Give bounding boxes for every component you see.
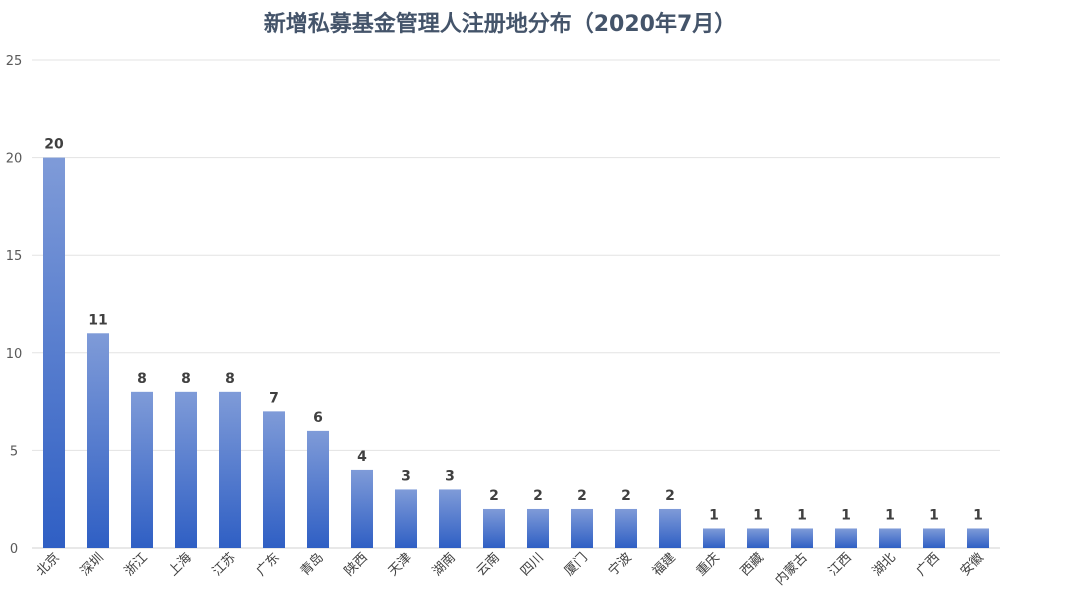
data-label: 1	[885, 507, 895, 523]
x-tick-label: 云南	[473, 550, 503, 580]
data-label: 7	[269, 390, 279, 406]
data-label: 2	[533, 488, 543, 504]
bar	[87, 333, 109, 548]
x-tick-label: 安徽	[958, 550, 987, 579]
bar	[791, 528, 813, 548]
bar	[747, 528, 769, 548]
data-label: 8	[181, 371, 191, 387]
x-tick-label: 陕西	[342, 550, 371, 579]
x-axis-ticks: 北京 深圳 浙江 上海 江苏 广东 青岛 陕西 天津 湖南 云南 四川 厦门 宁波 福建 重庆 西藏 内蒙古 江西湖…	[34, 550, 987, 589]
y-axis-ticks: 0 5 10 15 20 25	[6, 54, 23, 557]
x-tick-label: 北京	[34, 550, 63, 579]
bar	[835, 528, 857, 548]
bar	[659, 508, 681, 548]
bar	[307, 430, 329, 548]
data-label: 2	[577, 488, 587, 504]
data-label: 8	[225, 371, 235, 387]
x-tick-label: 重庆	[693, 550, 723, 580]
y-tick-label: 10	[6, 347, 23, 362]
bar	[439, 489, 461, 548]
bar	[351, 469, 373, 548]
chart-title: 新增私募基金管理人注册地分布（2020年7月）	[263, 12, 737, 37]
x-tick-label: 青岛	[297, 550, 327, 580]
data-label: 11	[88, 312, 107, 328]
bar	[527, 508, 549, 548]
x-tick-label: 福建	[650, 550, 679, 579]
data-label: 3	[445, 468, 455, 484]
data-label: 6	[313, 410, 323, 426]
bar	[175, 391, 197, 548]
bar	[923, 528, 945, 548]
data-label: 2	[665, 488, 675, 504]
x-tick-label: 广西	[914, 550, 943, 579]
bars	[43, 157, 989, 548]
x-tick-label: 江西	[826, 550, 855, 579]
y-tick-label: 15	[6, 249, 23, 264]
x-tick-label: 天津	[386, 550, 415, 579]
x-tick-label: 广东	[254, 550, 283, 579]
data-label: 1	[841, 507, 851, 523]
bar	[967, 528, 989, 548]
bar	[395, 489, 417, 548]
y-tick-label: 5	[10, 444, 18, 459]
x-tick-label: 内蒙古	[772, 550, 811, 589]
data-label: 1	[709, 507, 719, 523]
x-tick-label: 湖北	[870, 550, 899, 579]
bar	[483, 508, 505, 548]
bar	[219, 391, 241, 548]
data-label: 2	[489, 488, 499, 504]
bar	[615, 508, 637, 548]
x-tick-label: 厦门	[562, 550, 591, 579]
bar	[571, 508, 593, 548]
bar	[131, 391, 153, 548]
x-tick-label: 深圳	[78, 550, 107, 579]
data-label: 2	[621, 488, 631, 504]
x-tick-label: 宁波	[605, 550, 635, 580]
data-label: 4	[357, 449, 367, 465]
y-tick-label: 25	[6, 54, 23, 69]
bar	[879, 528, 901, 548]
x-tick-label: 上海	[166, 550, 195, 579]
bar	[703, 528, 725, 548]
bar	[263, 411, 285, 548]
bar	[43, 157, 65, 548]
x-tick-label: 四川	[518, 550, 547, 579]
data-label: 1	[929, 507, 939, 523]
data-label: 1	[973, 507, 983, 523]
x-tick-label: 江苏	[209, 550, 239, 580]
data-label: 8	[137, 371, 147, 387]
x-tick-label: 浙江	[122, 550, 151, 579]
y-tick-label: 20	[6, 152, 23, 167]
data-label: 1	[753, 507, 763, 523]
x-tick-label: 西藏	[738, 550, 767, 579]
data-label: 3	[401, 468, 411, 484]
data-label: 20	[44, 137, 64, 153]
y-tick-label: 0	[10, 542, 18, 557]
x-tick-label: 湖南	[429, 550, 459, 580]
data-label: 1	[797, 507, 807, 523]
